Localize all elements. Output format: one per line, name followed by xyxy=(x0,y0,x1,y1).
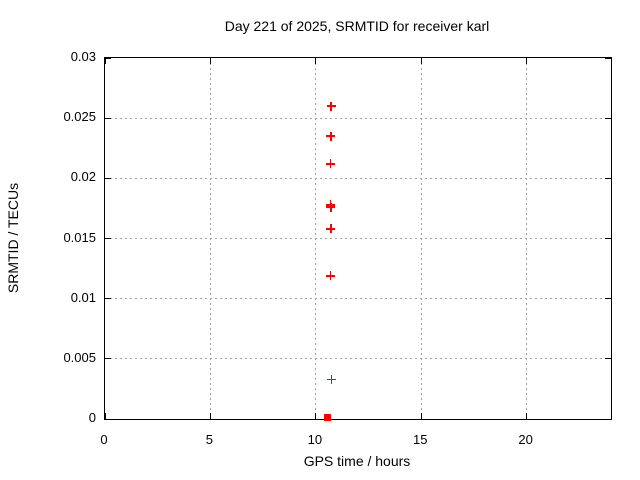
axis-tick xyxy=(605,177,611,179)
data-point-marker xyxy=(326,202,336,212)
grid-line-horizontal xyxy=(105,238,611,239)
axis-tick xyxy=(105,117,111,119)
grid-line-horizontal xyxy=(105,177,611,179)
axis-tick xyxy=(105,298,111,300)
y-tick-label: 0.005 xyxy=(63,349,96,365)
axis-tick xyxy=(420,413,422,419)
data-point-marker xyxy=(323,414,331,422)
data-point-marker xyxy=(326,374,336,384)
marker-bar xyxy=(329,271,332,281)
x-tick-label: 10 xyxy=(307,432,323,447)
axis-tick xyxy=(526,413,528,419)
y-tick-label: 0.02 xyxy=(70,169,96,185)
axis-tick xyxy=(209,58,211,64)
axis-tick xyxy=(209,413,211,419)
axis-tick xyxy=(605,358,611,360)
axis-tick xyxy=(605,418,611,420)
y-tick-label: 0.01 xyxy=(70,289,96,305)
x-tick-label: 0 xyxy=(100,432,108,447)
x-tick-label: 20 xyxy=(518,432,533,447)
axis-tick xyxy=(526,58,528,64)
axis-tick xyxy=(605,298,611,300)
y-tick-label: 0.025 xyxy=(63,109,96,125)
marker-bar xyxy=(330,101,332,111)
y-tick-label: 0.03 xyxy=(70,49,96,64)
axis-tick xyxy=(105,57,111,59)
data-point-marker xyxy=(326,131,336,141)
grid-line-vertical xyxy=(209,58,211,419)
axis-tick xyxy=(605,117,611,119)
y-axis-label: SRMTID / TECUs xyxy=(5,182,21,294)
marker-bar xyxy=(330,224,332,234)
x-tick-label: 15 xyxy=(413,432,428,447)
x-axis-label: GPS time / hours xyxy=(303,453,411,469)
data-point-marker xyxy=(326,271,336,281)
axis-tick xyxy=(315,58,317,64)
grid-line-horizontal xyxy=(105,298,611,300)
marker-bar xyxy=(330,131,332,141)
marker-bar xyxy=(330,202,332,212)
plot-area xyxy=(104,57,612,422)
marker-bar xyxy=(329,159,332,169)
grid-line-vertical xyxy=(526,58,528,419)
chart-title: Day 221 of 2025, SRMTID for receiver kar… xyxy=(224,18,490,34)
axis-tick xyxy=(105,358,111,360)
data-point-marker xyxy=(326,159,336,169)
x-tick-label: 5 xyxy=(205,432,214,447)
axis-tick xyxy=(104,58,106,64)
y-tick-label: 0 xyxy=(88,410,96,425)
y-tick-label: 0.015 xyxy=(63,229,96,245)
data-point-marker xyxy=(326,101,336,111)
axis-tick xyxy=(105,418,111,420)
axis-tick xyxy=(605,238,611,239)
axis-tick xyxy=(104,413,106,419)
axis-tick xyxy=(315,413,317,419)
axis-tick xyxy=(105,177,111,179)
marker-bar xyxy=(330,374,333,384)
axis-tick xyxy=(420,58,422,64)
axis-tick xyxy=(105,238,111,239)
data-point-marker xyxy=(326,224,336,234)
grid-line-horizontal xyxy=(105,358,611,360)
grid-line-vertical xyxy=(315,58,317,419)
grid-line-horizontal xyxy=(105,117,611,119)
axis-tick xyxy=(605,57,611,59)
grid-line-vertical xyxy=(420,58,422,419)
